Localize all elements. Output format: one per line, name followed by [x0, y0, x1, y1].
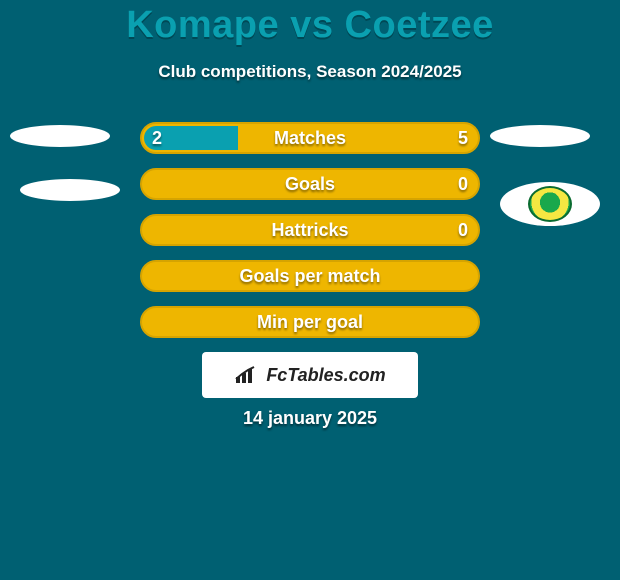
comparison-card: Komape vs Coetzee Club competitions, Sea…: [0, 0, 620, 580]
stat-bar-track: [140, 122, 480, 154]
stat-bar-value-right: 0: [458, 214, 468, 246]
stat-bar: Min per goal: [140, 306, 480, 338]
subtitle: Club competitions, Season 2024/2025: [0, 62, 620, 82]
crest-right-player-1: [490, 125, 590, 147]
stat-bar: Goals0: [140, 168, 480, 200]
stat-bar-track: [140, 214, 480, 246]
stat-bar-track: [140, 168, 480, 200]
crest-left-player-2: [20, 179, 120, 201]
stat-bar: Hattricks0: [140, 214, 480, 246]
date-label: 14 january 2025: [0, 408, 620, 429]
stat-bar: Matches25: [140, 122, 480, 154]
stat-bar-track: [140, 260, 480, 292]
branding-box: FcTables.com: [202, 352, 418, 398]
stat-bars: Matches25Goals0Hattricks0Goals per match…: [140, 122, 480, 352]
page-title: Komape vs Coetzee: [0, 4, 620, 47]
branding-text: FcTables.com: [266, 365, 385, 386]
stat-bar-value-left: 2: [152, 122, 162, 154]
crest-left-player-1: [10, 125, 110, 147]
stat-bar: Goals per match: [140, 260, 480, 292]
bar-chart-icon: [234, 365, 260, 385]
stat-bar-value-right: 0: [458, 168, 468, 200]
sundowns-badge-icon: [528, 186, 572, 222]
stat-bar-value-right: 5: [458, 122, 468, 154]
stat-bar-track: [140, 306, 480, 338]
crest-right-player-2: [500, 182, 600, 226]
